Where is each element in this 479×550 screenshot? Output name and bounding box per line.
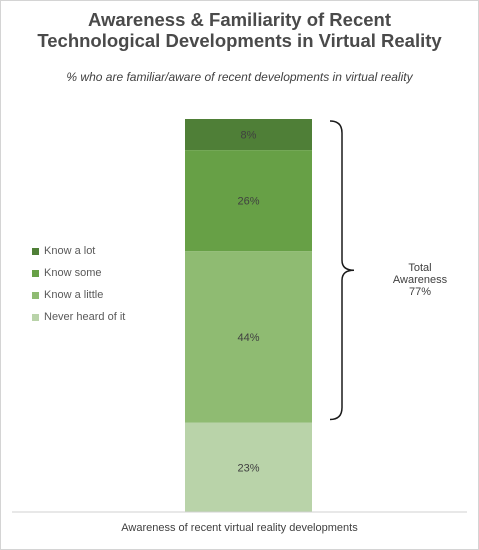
annotation-line-value: 77% xyxy=(408,286,432,298)
x-axis-label: Awareness of recent virtual reality deve… xyxy=(121,522,358,534)
chart-title: Awareness & Familiarity of Recent Techno… xyxy=(0,9,479,51)
bar-segment-know-a-lot xyxy=(185,119,312,151)
data-label-know-a-lot: 8% xyxy=(241,130,257,142)
annotation-line-total: Total xyxy=(408,262,432,274)
data-label-never-heard-of-it: 23% xyxy=(237,462,259,474)
chart-title-line-1: Awareness & Familiarity of Recent xyxy=(88,9,391,30)
legend-swatch-know-a-lot xyxy=(32,247,39,255)
total-awareness-annotation: Total Awareness 77% xyxy=(390,262,450,298)
legend-item-know-a-little: Know a little xyxy=(32,284,125,306)
legend-label-know-some: Know some xyxy=(44,267,102,279)
legend-swatch-never-heard-of-it xyxy=(32,313,39,321)
legend-label-know-a-lot: Know a lot xyxy=(44,245,96,257)
bar-segment-never-heard-of-it xyxy=(185,422,312,512)
bar-segment-know-a-little xyxy=(185,251,312,423)
legend-swatch-know-a-little xyxy=(32,291,39,299)
chart-subtitle: % who are familiar/aware of recent devel… xyxy=(66,70,413,84)
legend-label-never-heard-of-it: Never heard of it xyxy=(44,311,126,323)
legend-item-know-some: Know some xyxy=(32,262,125,284)
data-label-know-a-little: 44% xyxy=(237,332,259,344)
legend-swatch-know-some xyxy=(32,269,39,277)
annotation-line-awareness: Awareness xyxy=(392,274,448,286)
data-label-know-some: 26% xyxy=(237,196,259,208)
chart-title-line-2: Technological Developments in Virtual Re… xyxy=(37,30,442,51)
legend-label-know-a-little: Know a little xyxy=(44,289,104,301)
total-awareness-brace xyxy=(329,120,355,421)
bar-segment-know-some xyxy=(185,150,312,252)
legend-item-know-a-lot: Know a lot xyxy=(32,240,125,262)
legend-item-never-heard-of-it: Never heard of it xyxy=(32,306,125,328)
chart-legend: Know a lot Know some Know a little Never he… xyxy=(32,240,125,328)
